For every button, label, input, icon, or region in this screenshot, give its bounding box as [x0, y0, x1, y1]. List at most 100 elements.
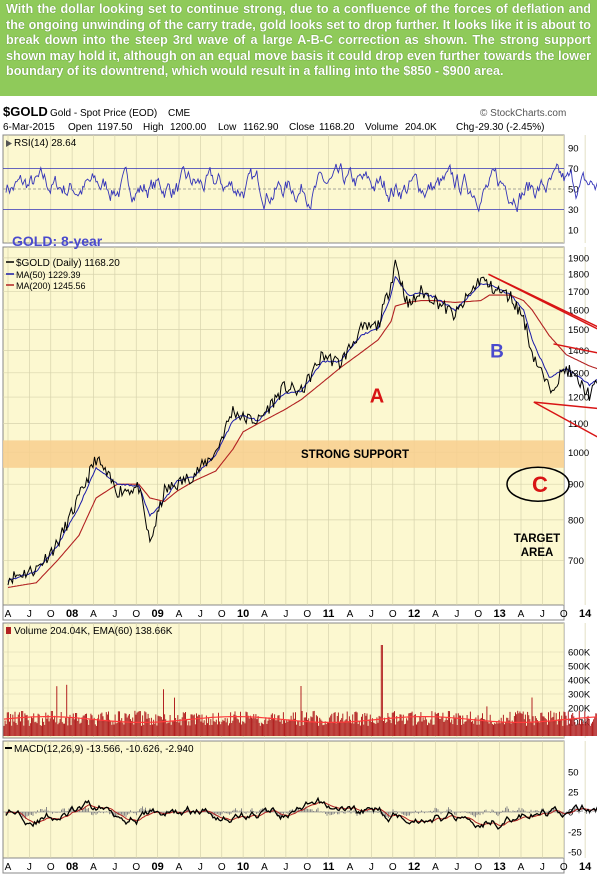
wave-c-ellipse: [506, 466, 570, 502]
support-label: STRONG SUPPORT: [301, 449, 409, 461]
target-label-1: TARGET: [514, 533, 560, 545]
header-desc: Gold - Spot Price (EOD): [50, 108, 157, 119]
x-tick-label: J: [540, 862, 545, 873]
horizontal-grid: 700 800 900 1000 1100 1200 1300 1400 1500 1600 170…: [3, 253, 589, 567]
x-tick-label: A: [5, 862, 12, 873]
wave-b-label: B: [490, 341, 504, 362]
gold-chart-svg: $GOLD Gold - Spot Price (EOD) CME © Stoc…: [2, 104, 597, 874]
header-volume-label: Volume: [365, 122, 399, 133]
x-axis-labels: AJO08AJO09AJO10AJO11AJO12AJO13AJO14AJO15…: [5, 608, 592, 620]
x-tick-label: J: [27, 862, 32, 873]
rsi-tick-label: 50: [568, 185, 579, 196]
xaxis-strip-bottom: [2, 857, 565, 874]
macd-line: [5, 796, 597, 830]
rsi-marker-icon: [6, 140, 12, 147]
price-tick-label: 900: [568, 480, 584, 491]
x-tick-label: 10: [237, 608, 249, 620]
channel-lower-line: [533, 401, 597, 438]
x-tick-label: J: [27, 609, 32, 620]
header-date: 6-Mar-2015: [3, 122, 55, 133]
x-tick-label: A: [90, 609, 97, 620]
header-chg-label: Chg: [456, 122, 474, 133]
x-tick-label: 11: [323, 608, 335, 620]
x-tick-label: A: [518, 862, 525, 873]
channel-upper-line: [488, 273, 597, 330]
x-tick-label: O: [303, 862, 311, 873]
price-tick-label: 1600: [568, 305, 589, 316]
x-tick-label: O: [132, 862, 140, 873]
x-tick-label: J: [112, 609, 117, 620]
x-axis-labels-bottom: AJO08AJO09AJO10AJO11AJO12AJO13AJO14AJO15…: [5, 861, 592, 873]
macd-tick-label: 50: [568, 768, 579, 779]
price-tick-label: 1300: [568, 368, 589, 379]
legend-ma50: MA(50) 1229.39: [16, 270, 81, 280]
x-tick-label: J: [454, 609, 459, 620]
price-tick-label: 1700: [568, 287, 589, 298]
support-band-group: STRONG SUPPORT: [3, 440, 564, 468]
x-tick-label: O: [132, 609, 140, 620]
x-tick-label: A: [347, 862, 354, 873]
rsi-tick-label: 10: [568, 225, 579, 236]
price-panel: [2, 246, 565, 606]
x-tick-label: J: [369, 862, 374, 873]
header-symbol: $GOLD: [3, 104, 48, 119]
x-tick-label: O: [560, 862, 568, 873]
rsi-tick-label: 30: [568, 205, 579, 216]
header-close: 1168.20: [319, 122, 355, 133]
x-tick-label: O: [389, 862, 397, 873]
macd-tick-label: 25: [568, 788, 579, 799]
x-tick-label: A: [176, 609, 183, 620]
x-tick-label: J: [283, 609, 288, 620]
price-tick-label: 700: [568, 556, 584, 567]
triangle-top-line: [488, 273, 597, 328]
volume-group: 100K200K300K400K500K600K: [3, 645, 597, 736]
gold-chart: $GOLD Gold - Spot Price (EOD) CME © Stoc…: [0, 96, 597, 878]
header-close-label: Close: [289, 122, 315, 133]
header-open-label: Open: [68, 122, 92, 133]
legend-ma200: MA(200) 1245.56: [16, 281, 86, 291]
price-panel-label: GOLD: 8-year: [12, 233, 103, 249]
volume-marker-icon: [6, 627, 11, 634]
volume-tick-label: 500K: [568, 662, 591, 673]
x-tick-label: 14: [579, 608, 592, 620]
x-tick-label: 10: [237, 861, 249, 873]
volume-ema-line: [3, 715, 597, 724]
volume-tick-label: 200K: [568, 704, 591, 715]
target-label-2: AREA: [521, 547, 554, 559]
x-tick-label: O: [389, 609, 397, 620]
x-tick-label: 11: [323, 861, 335, 873]
x-tick-label: A: [261, 862, 268, 873]
x-tick-label: A: [5, 609, 12, 620]
x-tick-label: 14: [579, 861, 592, 873]
x-tick-label: J: [454, 862, 459, 873]
x-tick-label: 12: [408, 861, 420, 873]
x-tick-label: 13: [494, 608, 506, 620]
price-tick-label: 1200: [568, 393, 589, 404]
x-tick-label: 13: [494, 861, 506, 873]
x-tick-label: A: [176, 862, 183, 873]
macd-panel: [2, 740, 565, 859]
x-tick-label: O: [560, 609, 568, 620]
price-tick-label: 800: [568, 515, 584, 526]
triangle-upper-line: [553, 343, 597, 354]
price-tick-label: 1100: [568, 419, 588, 430]
volume-tick-label: 600K: [568, 648, 591, 659]
macd-title: MACD(12,26,9) -13.566, -10.626, -2.940: [14, 744, 194, 755]
header-low-label: Low: [218, 122, 237, 133]
rsi-line: [5, 163, 597, 213]
triangle-lower-line: [533, 401, 597, 410]
x-tick-label: A: [432, 609, 439, 620]
x-tick-label: O: [218, 862, 226, 873]
header-volume: 204.0K: [405, 122, 437, 133]
header-high: 1200.00: [170, 122, 207, 133]
x-tick-label: A: [518, 609, 525, 620]
price-tick-label: 1900: [568, 253, 589, 264]
macd-tick-label: -50: [568, 848, 582, 859]
header-exchange: CME: [168, 108, 191, 119]
x-tick-label: A: [90, 862, 97, 873]
x-tick-label: A: [261, 609, 268, 620]
support-band: [3, 440, 564, 468]
rsi-tick-label: 70: [568, 164, 579, 175]
legend-gold: $GOLD (Daily) 1168.20: [16, 258, 120, 269]
